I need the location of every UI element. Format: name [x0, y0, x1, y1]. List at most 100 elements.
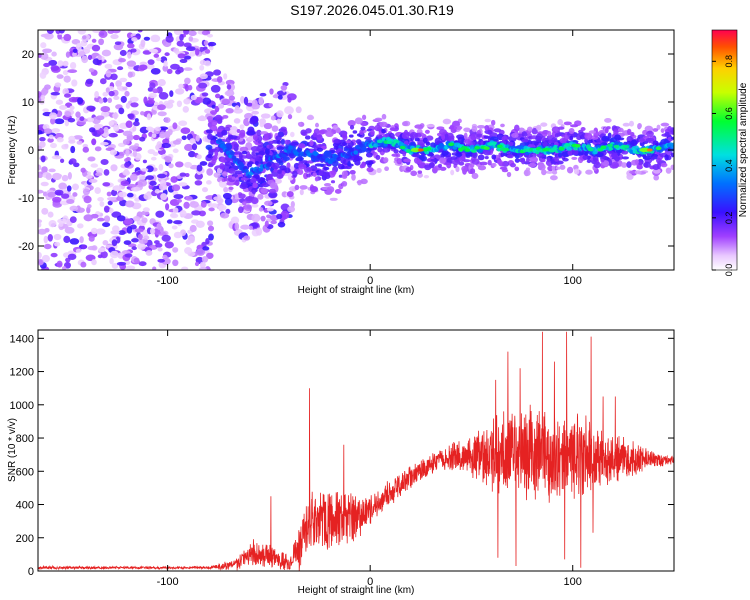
spectrogram-cell — [266, 162, 272, 167]
spectrogram-cell — [113, 124, 120, 132]
spectrogram-cell — [250, 197, 259, 205]
spectrogram-cell — [298, 143, 306, 149]
spectrogram-cell — [132, 134, 140, 141]
spectrogram-cell — [87, 245, 97, 251]
spectrogram-cell — [471, 172, 479, 180]
spectrogram-cell — [101, 49, 112, 57]
spectrogram-cell — [204, 49, 211, 54]
spectrogram-cell — [322, 171, 330, 177]
spectrogram-cell — [120, 180, 130, 187]
y-tick-label: 1200 — [10, 367, 34, 379]
spectrogram-cell — [660, 162, 668, 168]
spectrogram-cell — [38, 222, 42, 228]
colorbar-tick-label: 0.0 — [724, 264, 734, 277]
snr-frame — [37, 329, 675, 572]
spectrogram-cell — [97, 197, 104, 202]
spectrogram-cell — [206, 33, 214, 38]
spectrogram-cell — [660, 138, 669, 145]
spectrogram-cell — [116, 215, 126, 222]
spectrogram-cell — [471, 158, 480, 165]
spectrogram-cell — [145, 126, 154, 131]
spectrogram-cell — [43, 243, 52, 250]
spectrogram-cell — [64, 226, 75, 234]
spectrogram-cell — [61, 193, 70, 199]
spectrogram-cell — [83, 214, 94, 222]
spectrogram-cell — [47, 234, 53, 242]
spectrogram-cell — [161, 234, 171, 242]
spectrogram-cell — [172, 148, 179, 154]
spectrogram-cell — [199, 64, 205, 71]
spectrogram-cell — [264, 220, 269, 228]
spectrogram-cell — [95, 115, 105, 121]
spectrogram-cell — [234, 105, 240, 111]
spectrogram-cell — [124, 218, 134, 225]
spectrogram-cell — [425, 147, 432, 151]
colorbar-tick-label: 0.6 — [724, 107, 734, 120]
spectrogram-cell — [582, 155, 588, 160]
spectrogram-cell — [341, 174, 348, 179]
spectrogram-cell — [148, 48, 158, 53]
spectrogram-cell — [105, 87, 110, 93]
y-tick-label: 1400 — [10, 333, 34, 345]
spectrogram-cell — [571, 156, 578, 160]
spectrogram-cell — [295, 156, 304, 161]
spectrogram-cell — [510, 162, 516, 168]
spectrogram-cell — [314, 176, 319, 182]
spectrogram-cell — [230, 151, 235, 156]
spectrogram-cell — [652, 164, 660, 171]
spectrogram-cell — [228, 168, 236, 174]
spectrogram-cell — [126, 43, 135, 49]
spectrogram-cell — [147, 59, 155, 65]
spectrogram-cell — [336, 156, 342, 162]
spectrogram-cell — [361, 146, 367, 151]
spectrogram-cell — [319, 163, 324, 168]
spectrogram-cell — [551, 146, 558, 151]
spectrogram-cell — [329, 197, 338, 201]
spectrogram-cell — [198, 267, 207, 270]
spectrogram-cell — [143, 192, 152, 200]
spectrogram-cell — [334, 188, 342, 194]
spectrogram-cell — [213, 196, 222, 201]
spectrogram-cell — [493, 128, 502, 133]
spectrogram-cell — [361, 121, 366, 126]
spectrogram-cell — [366, 167, 374, 173]
spectrogram-cell — [370, 129, 375, 136]
spectrogram-cell — [62, 60, 69, 67]
colorbar-label: Normalized spectral amplitude — [738, 82, 749, 217]
spectrogram-cell — [133, 121, 140, 127]
spectrogram-cell — [381, 113, 387, 120]
spectrogram-cell — [224, 160, 233, 167]
spectrogram-cell — [75, 248, 82, 253]
spectrogram-cell — [194, 261, 200, 267]
spectrogram-cell — [115, 80, 122, 88]
spectrogram-cell — [288, 145, 293, 150]
spectrogram-cell — [91, 44, 101, 52]
spectrogram-cell — [341, 132, 348, 139]
spectrogram-cell — [282, 82, 289, 87]
spectrogram-cell — [634, 159, 639, 165]
spectrogram-cell — [168, 163, 174, 169]
spectrogram-cell — [103, 215, 111, 223]
spectrogram-cell — [286, 162, 291, 169]
spectrogram-cell — [116, 261, 127, 266]
colorbar-tick-label: 0.2 — [724, 212, 734, 225]
spectrogram-cell — [223, 186, 229, 193]
spectrogram-cell — [122, 86, 128, 91]
spectrogram-cell — [449, 124, 454, 130]
spectrogram-cell — [206, 115, 214, 121]
spectrogram-cell — [557, 126, 565, 130]
spectrogram-cell — [527, 126, 533, 132]
spectrogram-cell — [230, 216, 240, 225]
spectrogram-cell — [157, 258, 165, 263]
spectrogram-cell — [138, 173, 146, 181]
spectrogram-cell — [56, 260, 63, 268]
spectrogram-cell — [64, 93, 71, 98]
spectrogram-cell — [263, 122, 273, 130]
spectrogram-cell — [126, 192, 134, 198]
spectrogram-cell — [429, 152, 434, 157]
spectrogram-cell — [127, 113, 135, 120]
spectrogram-cell — [263, 133, 269, 138]
spectrogram-cell — [169, 90, 174, 97]
spectrogram-cell — [569, 135, 574, 141]
